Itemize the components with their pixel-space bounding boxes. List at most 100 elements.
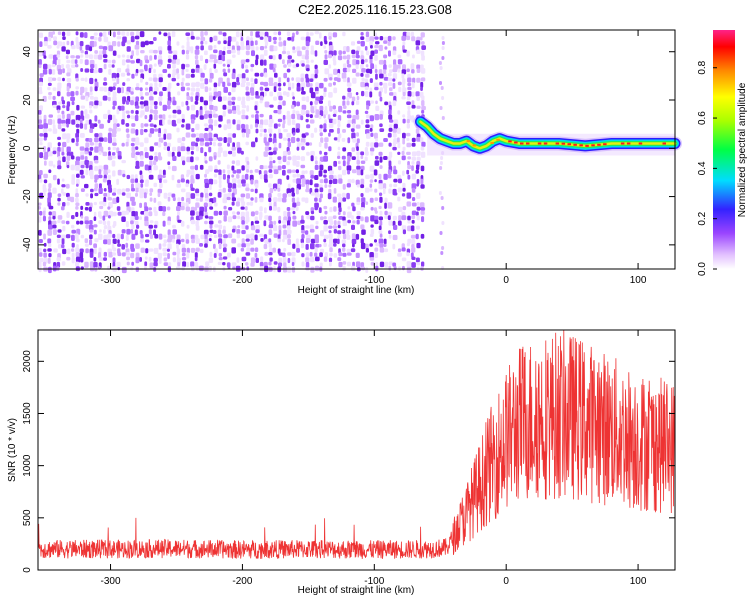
noise-speckle xyxy=(231,146,236,151)
noise-speckle xyxy=(111,152,116,156)
noise-speckle xyxy=(398,86,402,93)
noise-speckle xyxy=(205,58,209,64)
noise-speckle xyxy=(278,220,282,224)
noise-speckle xyxy=(80,205,84,210)
signal-peak-dash xyxy=(591,144,595,147)
noise-speckle xyxy=(241,96,246,101)
noise-speckle xyxy=(62,202,66,207)
noise-speckle xyxy=(268,128,273,134)
noise-speckle xyxy=(310,50,315,55)
noise-speckle xyxy=(107,174,112,179)
noise-speckle xyxy=(342,129,346,133)
noise-speckle xyxy=(245,242,251,247)
noise-speckle xyxy=(162,252,167,257)
noise-speckle xyxy=(167,220,171,226)
noise-speckle xyxy=(107,215,111,219)
noise-speckle xyxy=(208,137,213,142)
noise-speckle xyxy=(379,192,383,197)
noise-speckle xyxy=(39,257,44,263)
noise-speckle xyxy=(254,169,259,173)
noise-speckle xyxy=(379,156,383,163)
snr-x-ticks: -300 -200 -100 0 100 xyxy=(101,330,647,587)
noise-speckle xyxy=(143,100,149,107)
noise-speckle xyxy=(89,105,92,109)
noise-speckle xyxy=(318,207,322,214)
noise-speckle xyxy=(314,50,318,57)
noise-speckle xyxy=(383,59,387,65)
noise-speckle xyxy=(107,137,112,144)
noise-speckle xyxy=(177,262,181,267)
noise-speckle xyxy=(186,261,190,268)
noise-speckle xyxy=(407,110,411,117)
noise-speckle xyxy=(401,35,406,41)
noise-speckle xyxy=(208,238,212,242)
noise-speckle xyxy=(309,114,313,119)
noise-speckle xyxy=(94,100,99,106)
noise-speckle xyxy=(287,156,292,161)
noise-speckle xyxy=(94,133,99,138)
noise-speckle xyxy=(324,50,328,54)
noise-speckle xyxy=(291,266,296,273)
noise-speckle xyxy=(365,50,370,56)
noise-speckle xyxy=(309,224,314,230)
noise-speckle xyxy=(329,247,333,253)
noise-speckle xyxy=(186,146,190,152)
signal-peak-dashes xyxy=(466,138,666,147)
noise-speckle xyxy=(328,179,333,185)
noise-speckle xyxy=(375,41,380,45)
noise-speckle xyxy=(401,155,406,161)
noise-speckle xyxy=(149,234,153,239)
noise-speckle xyxy=(246,202,251,206)
noise-speckle xyxy=(263,59,267,66)
noise-speckle xyxy=(314,202,319,208)
noise-speckle xyxy=(62,225,66,232)
noise-speckle xyxy=(181,124,185,128)
signal-peak-dash xyxy=(520,142,524,145)
noise-speckle xyxy=(337,127,340,134)
noise-speckle xyxy=(208,165,213,172)
noise-speckle xyxy=(328,32,332,37)
noise-speckle xyxy=(305,118,309,123)
noise-speckle xyxy=(259,261,264,267)
noise-speckle xyxy=(89,146,94,151)
noise-speckle xyxy=(208,128,212,133)
noise-speckle xyxy=(342,265,346,271)
noise-speckle xyxy=(195,59,199,65)
noise-speckle xyxy=(190,165,195,170)
noise-speckle xyxy=(93,105,98,109)
noise-speckle xyxy=(347,179,352,184)
noise-speckle xyxy=(287,183,291,188)
noise-speckle xyxy=(379,73,384,79)
noise-speckle xyxy=(392,73,398,80)
noise-speckle xyxy=(287,257,291,264)
noise-speckle xyxy=(163,128,167,135)
noise-speckle xyxy=(84,151,89,155)
noise-speckle xyxy=(287,55,292,60)
noise-speckle xyxy=(370,124,374,129)
noise-speckle xyxy=(177,211,180,216)
noise-speckle xyxy=(231,165,235,171)
noise-speckle xyxy=(75,206,79,210)
noise-speckle xyxy=(163,257,168,262)
noise-speckle xyxy=(94,63,98,70)
noise-speckle xyxy=(223,72,228,77)
noise-speckle xyxy=(145,179,149,184)
noise-speckle xyxy=(227,64,230,68)
noise-speckle xyxy=(268,229,273,235)
noise-speckle xyxy=(305,40,310,47)
noise-speckle xyxy=(89,91,93,96)
noise-speckle xyxy=(384,261,389,268)
noise-speckle xyxy=(304,197,309,204)
noise-speckle xyxy=(153,224,158,229)
noise-speckle xyxy=(231,174,235,178)
noise-speckle xyxy=(98,169,102,175)
noise-speckle xyxy=(282,224,287,229)
noise-speckle xyxy=(346,46,350,53)
noise-speckle xyxy=(131,224,135,230)
noise-speckle xyxy=(222,262,226,266)
noise-speckle xyxy=(407,215,411,221)
noise-speckle xyxy=(323,205,328,210)
noise-speckle xyxy=(38,252,43,257)
noise-speckle xyxy=(378,179,383,185)
noise-speckle xyxy=(172,224,176,229)
